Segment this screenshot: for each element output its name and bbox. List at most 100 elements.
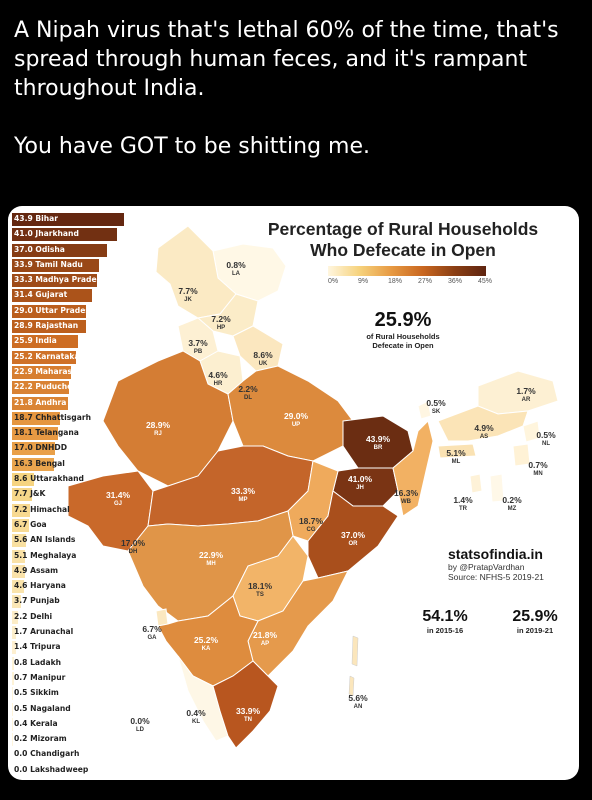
bar — [12, 473, 34, 487]
map-code-label: DH — [129, 549, 138, 555]
map-code-label: JK — [184, 297, 192, 303]
legend-tick: 9% — [358, 278, 369, 285]
tweet-line: A Nipah virus that's lethal 60% of the t… — [14, 18, 559, 43]
map-value-label: 16.3% — [394, 488, 419, 498]
legend-ticks: 0% 9% 18% 27% 36% 45% — [328, 276, 492, 288]
bar — [12, 733, 13, 747]
bar-row: 22.2 Puducherry — [12, 380, 132, 395]
title-line: Percentage of Rural Households — [267, 219, 539, 239]
region-mn — [512, 443, 531, 467]
bar-label: 43.9 Bihar — [14, 214, 59, 223]
bar — [12, 396, 68, 410]
map-value-label: 0.2% — [502, 495, 522, 505]
bar-row: 3.7 Punjab — [12, 594, 132, 609]
chart-title: Percentage of Rural Households Who Defec… — [228, 219, 578, 261]
bar-row: 0.0 Lakshadweep — [12, 763, 132, 778]
map-code-label: NL — [542, 441, 550, 447]
bar-row: 16.3 Bengal — [12, 457, 132, 472]
bar — [12, 564, 25, 578]
bar-label: 33.3 Madhya Pradesh — [14, 275, 107, 285]
bar — [12, 595, 22, 609]
bar-row: 6.7 Goa — [12, 518, 132, 533]
map-value-label: 5.1% — [446, 448, 466, 458]
map-value-label: 0.5% — [426, 398, 446, 408]
bar-label: 18.7 Chhattisgarh — [14, 412, 91, 422]
bar-row: 33.3 Madhya Pradesh — [12, 273, 132, 288]
bar — [12, 687, 14, 701]
bar-label: 6.7 Goa — [14, 519, 47, 529]
compare-label: in 2019-21 — [516, 626, 554, 635]
legend-gradient — [328, 266, 486, 276]
bar — [12, 304, 87, 318]
map-value-label: 2.2% — [238, 384, 258, 394]
region-tn — [212, 660, 279, 749]
headline-value: 25.9% — [374, 309, 432, 331]
map-value-label: 41.0% — [348, 474, 373, 484]
bar — [12, 488, 32, 502]
bar-label: 7.2 Himachal — [14, 504, 70, 514]
ranking-bar-chart: 43.9 Bihar 41.0 Jharkhand 37.0 Odisha 33.9 … — [12, 212, 132, 778]
bar-label: 37.0 Odisha — [14, 244, 65, 254]
bar-row: 18.7 Chhattisgarh — [12, 411, 132, 426]
bar — [12, 518, 30, 532]
bar-row: 4.9 Assam — [12, 564, 132, 579]
bar — [12, 503, 31, 517]
bar — [12, 534, 27, 548]
region-nl — [522, 420, 541, 443]
map-value-label: 31.4% — [106, 490, 131, 500]
bar-row: 43.9 Bihar — [12, 212, 132, 227]
infographic-image[interactable]: 0.8% LA 7.7% JK 7.2% HP 3.7% PB 8.6% UK 4.6% HR 2.2%… — [8, 206, 579, 780]
map-code-label: HP — [217, 325, 225, 331]
bar-row: 25.2 Karnataka — [12, 350, 132, 365]
map-code-label: MZ — [508, 506, 517, 512]
map-code-label: AN — [354, 704, 363, 710]
headline-sub: of Rural Households — [366, 332, 440, 341]
legend-tick: 18% — [388, 278, 403, 285]
bar — [12, 457, 54, 471]
region-an — [348, 635, 359, 697]
bar-label: 28.9 Rajasthan — [14, 321, 79, 331]
map-value-label: 37.0% — [341, 530, 366, 540]
bar-row: 21.8 Andhra — [12, 396, 132, 411]
bar-label: 0.5 Nagaland — [14, 703, 71, 713]
title-line: Who Defecate in Open — [310, 240, 496, 260]
bar-label: 0.7 Manipur — [14, 672, 66, 682]
tweet-text: A Nipah virus that's lethal 60% of the t… — [14, 16, 579, 161]
region-sk — [417, 400, 432, 420]
bar-label: 25.2 Karnataka — [14, 351, 80, 361]
region-rj — [102, 350, 234, 487]
bar-label: 16.3 Bengal — [14, 458, 65, 468]
bar-row: 0.4 Kerala — [12, 717, 132, 732]
map-value-label: 7.7% — [178, 286, 198, 296]
map-code-label: KA — [202, 646, 211, 652]
bar-label: 0.0 Chandigarh — [14, 749, 80, 759]
bar-row: 33.9 Tamil Nadu — [12, 258, 132, 273]
map-value-label: 33.3% — [231, 486, 256, 496]
map-code-label: GA — [148, 635, 158, 641]
bar-row: 0.0 Chandigarh — [12, 747, 132, 762]
bar-label: 22.9 Maharashtra — [14, 366, 90, 376]
bar — [12, 274, 98, 288]
map-value-label: 18.1% — [248, 581, 273, 591]
bar-row: 17.0 DNHDD — [12, 441, 132, 456]
map-value-label: 17.0% — [121, 538, 146, 548]
region-ml — [437, 443, 477, 459]
bar-label: 4.6 Haryana — [14, 581, 66, 591]
map-value-label: 4.6% — [208, 370, 228, 380]
map-value-label: 3.7% — [188, 338, 208, 348]
bar — [12, 656, 15, 670]
map-code-label: TR — [459, 506, 468, 512]
map-value-label: 0.0% — [130, 716, 150, 726]
bar-label: 8.6 Uttarakhand — [14, 474, 84, 484]
bar-label: 5.6 AN Islands — [14, 535, 76, 545]
bar — [12, 411, 60, 425]
map-value-label: 4.9% — [474, 423, 494, 433]
india-map: 0.8%LA 7.7%JK 7.2%HP 3.7%PB 8.6%UK 4.6%HR 2.2%… — [67, 225, 559, 749]
bar-label: 3.7 Punjab — [14, 596, 60, 606]
bar-label: 41.0 Jharkhand — [14, 229, 79, 239]
source-block: statsofindia.in by @PratapVardhan Source… — [448, 546, 578, 582]
map-code-label: MN — [533, 471, 542, 477]
map-value-label: 28.9% — [146, 420, 171, 430]
bar — [12, 671, 14, 685]
map-code-label: AS — [480, 434, 488, 440]
